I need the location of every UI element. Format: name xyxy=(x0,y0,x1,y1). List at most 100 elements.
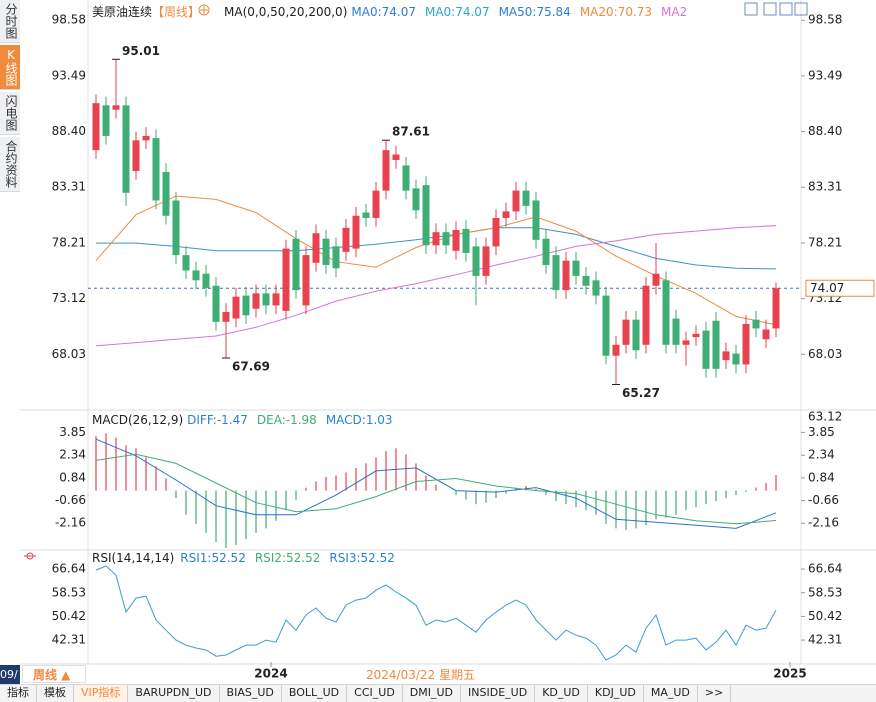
y-tick-label: 68.03 xyxy=(808,347,842,361)
candle-body xyxy=(172,200,180,256)
candle-body xyxy=(92,103,100,151)
candle-body xyxy=(542,238,550,265)
y-tick-label: -0.66 xyxy=(808,493,839,507)
legend-group: MA0:74.07 MA0:74.07 MA50:75.84 MA20:70.73 MA… xyxy=(351,5,696,19)
indicator-tab[interactable]: 指标 xyxy=(0,685,37,702)
candle-body xyxy=(502,211,510,218)
legend-entry: MA0:74.07 xyxy=(351,5,416,19)
indicator-label: MA(0,0,50,20,200,0) xyxy=(224,5,348,19)
candle-body xyxy=(472,246,480,276)
y-tick-label: 0.84 xyxy=(808,470,835,484)
candle-body xyxy=(772,288,780,329)
candle-body xyxy=(552,255,560,291)
macd-legend: MACD(26,12,9) DIFF:-1.47 DEA:-1.98 MACD:1.0… xyxy=(92,413,411,427)
candle-body xyxy=(202,273,210,288)
y-tick-label: 98.58 xyxy=(52,13,86,27)
left-stub: 09/ xyxy=(0,665,20,684)
instrument-title: 美原油连续 xyxy=(92,5,153,19)
rsi-line xyxy=(95,565,777,661)
candle-body xyxy=(492,217,500,247)
extreme-label: 95.01 xyxy=(122,44,160,58)
toolbar-icons[interactable] xyxy=(744,2,808,16)
candle-body xyxy=(612,344,620,356)
y-tick-label: 88.40 xyxy=(52,124,86,138)
candle-body xyxy=(182,255,190,271)
legend-entry: MACD:1.03 xyxy=(325,413,393,427)
y-tick-label: 50.42 xyxy=(52,609,86,623)
candle-body xyxy=(292,238,300,291)
indicator-tab[interactable]: MA_UD xyxy=(644,685,698,702)
indicator-tab[interactable]: 模板 xyxy=(37,685,74,702)
candle-body xyxy=(652,273,660,286)
indicator-tab[interactable]: >> xyxy=(698,685,732,702)
indicator-tab[interactable]: VIP指标 xyxy=(74,685,129,702)
candle-body xyxy=(412,188,420,211)
sidebar-tab[interactable]: K线图 xyxy=(0,45,20,90)
candle-body xyxy=(342,227,350,252)
last-price-label: 74.07 xyxy=(810,281,844,295)
sidebar-tab[interactable]: 闪电图 xyxy=(0,92,20,135)
extreme-label: 87.61 xyxy=(392,125,430,139)
y-tick-label: -0.66 xyxy=(55,493,86,507)
chart: 98.58 98.58 93.49 93.49 88.40 88.40 83.31 83.31… xyxy=(20,0,876,681)
candle-body xyxy=(142,135,150,141)
candle-body xyxy=(432,232,440,246)
add-icon[interactable] xyxy=(198,4,210,16)
candle-body xyxy=(522,190,530,206)
indicator-tab[interactable]: BARUPDN_UD xyxy=(128,685,220,702)
legend-entry: RSI1:52.52 xyxy=(180,551,246,565)
candle-body xyxy=(732,353,740,365)
y-tick-label: 58.53 xyxy=(808,585,842,599)
y-tick-label: 50.42 xyxy=(808,609,842,623)
candle-body xyxy=(112,105,120,110)
ma-line xyxy=(95,225,777,347)
sidebar-tab[interactable]: 合约资料 xyxy=(0,137,20,192)
candle-body xyxy=(482,246,490,276)
candle-body xyxy=(312,233,320,263)
indicator-tab[interactable]: BOLL_UD xyxy=(282,685,348,702)
y-tick-label: 83.31 xyxy=(52,180,86,194)
candle-body xyxy=(382,150,390,191)
candle-body xyxy=(602,295,610,356)
extreme-label: 67.69 xyxy=(232,360,270,374)
indicator-tabs: 指标 模板 VIP指标 BARUPDN_UD BIAS_UD BOLL_UD CCI_UD D… xyxy=(0,684,876,702)
y-tick-label: 66.64 xyxy=(808,562,842,576)
y-tick-label: 2.34 xyxy=(808,448,835,462)
candle-body xyxy=(662,280,670,345)
macd-line xyxy=(95,453,777,525)
candle-body xyxy=(622,319,630,345)
y-tick-label: 78.21 xyxy=(52,235,86,249)
candle-body xyxy=(762,329,770,340)
indicator-tab[interactable]: KDJ_UD xyxy=(588,685,644,702)
indicator-tab[interactable]: CCI_UD xyxy=(347,685,403,702)
icon-button[interactable] xyxy=(779,2,793,16)
candle-body xyxy=(722,351,730,361)
legend-group: DIFF:-1.47 DEA:-1.98 MACD:1.03 xyxy=(187,413,401,427)
period-selector[interactable]: 周线 ▲ xyxy=(22,665,86,683)
icon-button[interactable] xyxy=(744,2,758,16)
y-tick-label: 73.12 xyxy=(52,291,86,305)
candle-body xyxy=(272,293,280,306)
legend-group: RSI1:52.52 RSI2:52.52 RSI3:52.52 xyxy=(180,551,404,565)
candle-body xyxy=(352,215,360,249)
indicator-tab[interactable]: INSIDE_UD xyxy=(461,685,536,702)
indicator-label: RSI(14,14,14) xyxy=(92,551,175,565)
candle-body xyxy=(392,154,400,160)
candle-body xyxy=(562,260,570,291)
extreme-label: 65.27 xyxy=(622,386,660,400)
sidebar-tab[interactable]: 分时图 xyxy=(0,0,20,43)
indicator-tab[interactable]: BIAS_UD xyxy=(220,685,282,702)
period-label: 【周线】 xyxy=(152,5,201,19)
candle-body xyxy=(282,248,290,311)
candle-body xyxy=(642,285,650,345)
candle-body xyxy=(302,255,310,306)
candle-body xyxy=(422,185,430,246)
icon-button[interactable] xyxy=(763,2,777,16)
candle-body xyxy=(702,330,710,369)
indicator-tab[interactable]: KD_UD xyxy=(535,685,588,702)
icon-button[interactable] xyxy=(794,2,808,16)
legend-entry: MA0:74.07 xyxy=(424,5,490,19)
indicator-tab[interactable]: DMI_UD xyxy=(403,685,462,702)
rsi-settings-icon[interactable] xyxy=(24,552,36,560)
candle-body xyxy=(512,190,520,212)
